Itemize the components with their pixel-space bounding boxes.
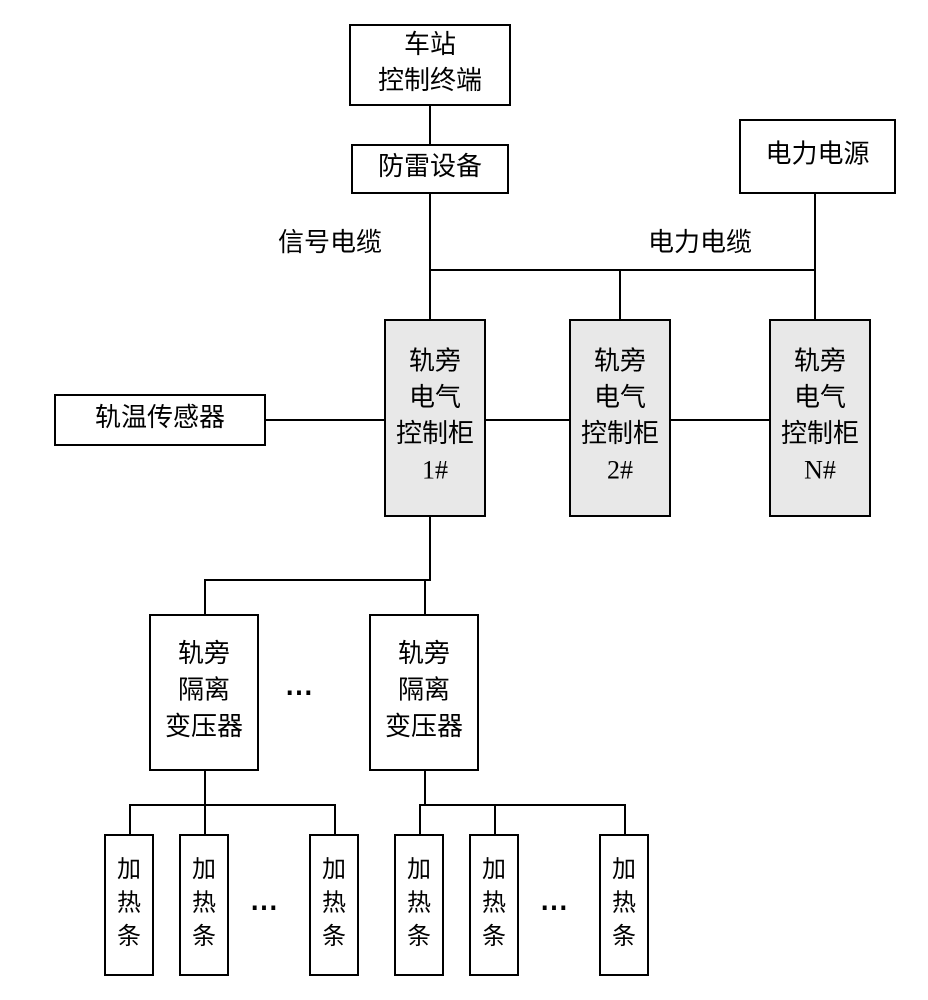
node-station_terminal-line1: 控制终端: [378, 66, 482, 95]
node-cabinetN-line3: N#: [804, 456, 836, 485]
node-cabinet2-line3: 2#: [607, 456, 633, 485]
node-transformer2-line0: 轨旁: [398, 639, 450, 668]
node-cabinet1: 轨旁电气控制柜 1#: [385, 320, 485, 516]
node-cabinetN-line2: 控制柜: [781, 419, 859, 448]
node-power_supply-line0: 电力电源: [765, 139, 869, 168]
node-heater3-line0: 加: [322, 856, 346, 883]
node-heater3-line1: 热: [322, 890, 346, 917]
ellipsis-1: ⋯: [250, 892, 280, 923]
node-station_terminal: 车站控制终端: [350, 25, 510, 105]
node-cabinet2: 轨旁电气控制柜 2#: [570, 320, 670, 516]
node-heater1-line0: 加: [117, 856, 141, 883]
edge-12: [205, 805, 335, 835]
node-heater6-line2: 条: [612, 923, 636, 950]
node-heater5: 加热条: [470, 835, 518, 975]
node-heater6-line0: 加: [612, 856, 636, 883]
node-cabinet2-line2: 控制柜: [581, 419, 659, 448]
node-transformer1: 轨旁隔离变压器: [150, 615, 258, 770]
node-cabinetN-line1: 电气: [794, 383, 846, 412]
node-heater5-line2: 条: [482, 923, 506, 950]
edge-14: [425, 805, 495, 835]
node-lightning-line0: 防雷设备: [378, 152, 482, 181]
node-cabinet2-line1: 电气: [594, 383, 646, 412]
node-heater3: 加热条: [310, 835, 358, 975]
edge-2: [430, 193, 815, 270]
node-cabinetN: 轨旁电气控制柜 N#: [770, 320, 870, 516]
node-heater1-line1: 热: [117, 890, 141, 917]
node-cabinet1-line3: 1#: [422, 456, 448, 485]
node-temp_sensor-line0: 轨温传感器: [95, 403, 225, 432]
ellipsis-0: ⋯: [285, 677, 315, 708]
node-heater5-line1: 热: [482, 890, 506, 917]
node-transformer1-line1: 隔离: [178, 675, 230, 704]
node-heater4-line2: 条: [407, 923, 431, 950]
node-heater1: 加热条: [105, 835, 153, 975]
node-temp_sensor: 轨温传感器: [55, 395, 265, 445]
node-transformer2: 轨旁隔离变压器: [370, 615, 478, 770]
node-cabinet1-line2: 控制柜: [396, 419, 474, 448]
node-heater4-line1: 热: [407, 890, 431, 917]
node-lightning: 防雷设备: [352, 145, 508, 193]
node-cabinetN-line0: 轨旁: [794, 346, 846, 375]
node-heater2-line0: 加: [192, 856, 216, 883]
edge-8: [205, 516, 430, 615]
node-cabinet2-line0: 轨旁: [594, 346, 646, 375]
node-cabinet1-line1: 电气: [409, 383, 461, 412]
node-transformer2-line2: 变压器: [385, 712, 463, 741]
label-power_cable: 电力电缆: [648, 228, 752, 257]
node-heater2: 加热条: [180, 835, 228, 975]
edge-10: [130, 770, 205, 835]
node-transformer1-line2: 变压器: [165, 712, 243, 741]
node-power_supply: 电力电源: [740, 120, 895, 193]
node-heater4-line0: 加: [407, 856, 431, 883]
node-heater1-line2: 条: [117, 923, 141, 950]
node-heater4: 加热条: [395, 835, 443, 975]
node-heater6-line1: 热: [612, 890, 636, 917]
node-heater3-line2: 条: [322, 923, 346, 950]
node-transformer2-line1: 隔离: [398, 675, 450, 704]
node-station_terminal-line0: 车站: [404, 30, 456, 59]
label-signal_cable: 信号电缆: [278, 228, 382, 257]
ellipsis-2: ⋯: [540, 892, 570, 923]
node-heater2-line1: 热: [192, 890, 216, 917]
node-heater6: 加热条: [600, 835, 648, 975]
node-cabinet1-line0: 轨旁: [409, 346, 461, 375]
system-diagram: 车站控制终端防雷设备电力电源轨温传感器轨旁电气控制柜1#轨旁电气控制柜2#轨旁电…: [0, 0, 928, 1000]
node-heater2-line2: 条: [192, 923, 216, 950]
edge-15: [425, 805, 625, 835]
node-heater5-line0: 加: [482, 856, 506, 883]
edge-13: [420, 770, 425, 835]
node-transformer1-line0: 轨旁: [178, 639, 230, 668]
